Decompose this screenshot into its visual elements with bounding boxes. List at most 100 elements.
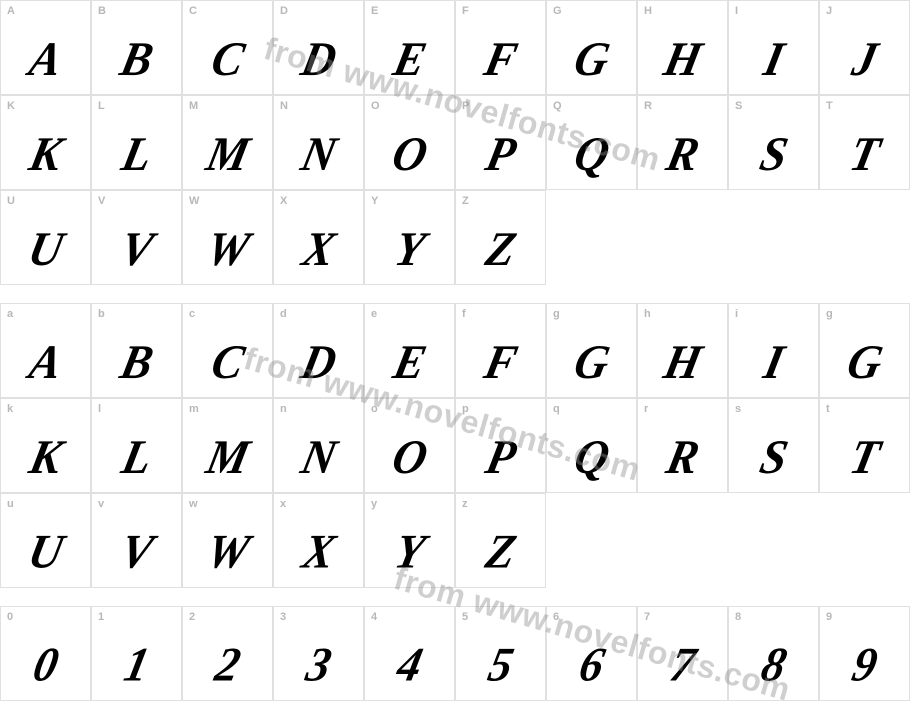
cell-key-label: u xyxy=(7,498,14,510)
cell-key-label: 2 xyxy=(189,611,195,623)
glyph-cell: 33 xyxy=(273,606,364,701)
cell-glyph: J xyxy=(815,35,911,83)
cell-glyph: B xyxy=(87,338,186,386)
cell-key-label: w xyxy=(189,498,198,510)
cell-glyph: E xyxy=(360,35,459,83)
cell-key-label: r xyxy=(644,403,648,415)
cell-key-label: 6 xyxy=(553,611,559,623)
glyph-cell: DD xyxy=(273,0,364,95)
cell-key-label: x xyxy=(280,498,286,510)
cell-glyph: 5 xyxy=(451,641,550,689)
glyph-cell xyxy=(728,190,819,285)
cell-glyph: M xyxy=(178,130,277,178)
glyph-cell: VV xyxy=(91,190,182,285)
glyph-cell: JJ xyxy=(819,0,910,95)
cell-key-label: c xyxy=(189,308,195,320)
cell-key-label: P xyxy=(462,100,469,112)
glyph-cell: eE xyxy=(364,303,455,398)
row-spacer xyxy=(0,285,910,303)
cell-key-label: B xyxy=(98,5,106,17)
glyph-cell: OO xyxy=(364,95,455,190)
glyph-cell: hH xyxy=(637,303,728,398)
glyph-cell: sS xyxy=(728,398,819,493)
cell-glyph: U xyxy=(0,225,95,273)
glyph-cell: 22 xyxy=(182,606,273,701)
glyph-cell: aA xyxy=(0,303,91,398)
font-character-map: AABBCCDDEEFFGGHHIIJJKKLLMMNNOOPPQQRRSSTT… xyxy=(0,0,911,701)
cell-glyph: H xyxy=(633,35,732,83)
cell-key-label: a xyxy=(7,308,13,320)
cell-glyph: D xyxy=(269,338,368,386)
cell-key-label: t xyxy=(826,403,830,415)
glyph-cell: WW xyxy=(182,190,273,285)
cell-key-label: N xyxy=(280,100,288,112)
glyph-cell: 77 xyxy=(637,606,728,701)
cell-glyph: S xyxy=(724,433,823,481)
cell-key-label: p xyxy=(462,403,469,415)
cell-key-label: k xyxy=(7,403,13,415)
cell-glyph: A xyxy=(0,338,95,386)
cell-glyph: C xyxy=(178,35,277,83)
cell-key-label: 4 xyxy=(371,611,377,623)
cell-key-label: W xyxy=(189,195,199,207)
cell-glyph: D xyxy=(269,35,368,83)
cell-key-label: m xyxy=(189,403,199,415)
glyph-cell: qQ xyxy=(546,398,637,493)
glyph-cell: II xyxy=(728,0,819,95)
glyph-cell: cC xyxy=(182,303,273,398)
cell-key-label: Y xyxy=(371,195,378,207)
cell-key-label: H xyxy=(644,5,652,17)
glyph-cell: oO xyxy=(364,398,455,493)
cell-glyph: W xyxy=(178,528,277,576)
cell-glyph: Z xyxy=(451,225,550,273)
cell-key-label: L xyxy=(98,100,105,112)
cell-key-label: 3 xyxy=(280,611,286,623)
cell-key-label: I xyxy=(735,5,738,17)
cell-key-label: 0 xyxy=(7,611,13,623)
glyph-cell: 66 xyxy=(546,606,637,701)
cell-glyph: W xyxy=(178,225,277,273)
cell-key-label: d xyxy=(280,308,287,320)
cell-glyph: G xyxy=(542,35,641,83)
cell-glyph: P xyxy=(451,130,550,178)
glyph-cell: gG xyxy=(546,303,637,398)
glyph-cell: nN xyxy=(273,398,364,493)
cell-key-label: i xyxy=(735,308,738,320)
glyph-cell: SS xyxy=(728,95,819,190)
cell-key-label: O xyxy=(371,100,380,112)
cell-glyph: K xyxy=(0,433,95,481)
cell-glyph: L xyxy=(87,433,186,481)
cell-key-label: z xyxy=(462,498,468,510)
cell-glyph: 0 xyxy=(0,641,95,689)
cell-glyph: Q xyxy=(542,433,641,481)
cell-glyph: Y xyxy=(360,528,459,576)
glyph-grid: AABBCCDDEEFFGGHHIIJJKKLLMMNNOOPPQQRRSSTT… xyxy=(0,0,910,701)
cell-glyph: F xyxy=(451,35,550,83)
glyph-cell: KK xyxy=(0,95,91,190)
cell-key-label: g xyxy=(553,308,560,320)
cell-key-label: K xyxy=(7,100,15,112)
cell-key-label: h xyxy=(644,308,651,320)
cell-key-label: J xyxy=(826,5,832,17)
glyph-cell: BB xyxy=(91,0,182,95)
glyph-cell: QQ xyxy=(546,95,637,190)
glyph-cell: vV xyxy=(91,493,182,588)
glyph-cell: 88 xyxy=(728,606,819,701)
glyph-cell: fF xyxy=(455,303,546,398)
glyph-cell xyxy=(819,493,910,588)
cell-key-label: Q xyxy=(553,100,562,112)
cell-key-label: 9 xyxy=(826,611,832,623)
cell-glyph: B xyxy=(87,35,186,83)
cell-glyph: R xyxy=(633,130,732,178)
cell-key-label: V xyxy=(98,195,105,207)
glyph-cell: CC xyxy=(182,0,273,95)
cell-glyph: L xyxy=(87,130,186,178)
glyph-cell: ZZ xyxy=(455,190,546,285)
cell-glyph: T xyxy=(815,130,911,178)
cell-key-label: l xyxy=(98,403,101,415)
glyph-cell: XX xyxy=(273,190,364,285)
cell-glyph: 9 xyxy=(815,641,911,689)
glyph-cell: 11 xyxy=(91,606,182,701)
glyph-cell: 55 xyxy=(455,606,546,701)
cell-glyph: N xyxy=(269,433,368,481)
